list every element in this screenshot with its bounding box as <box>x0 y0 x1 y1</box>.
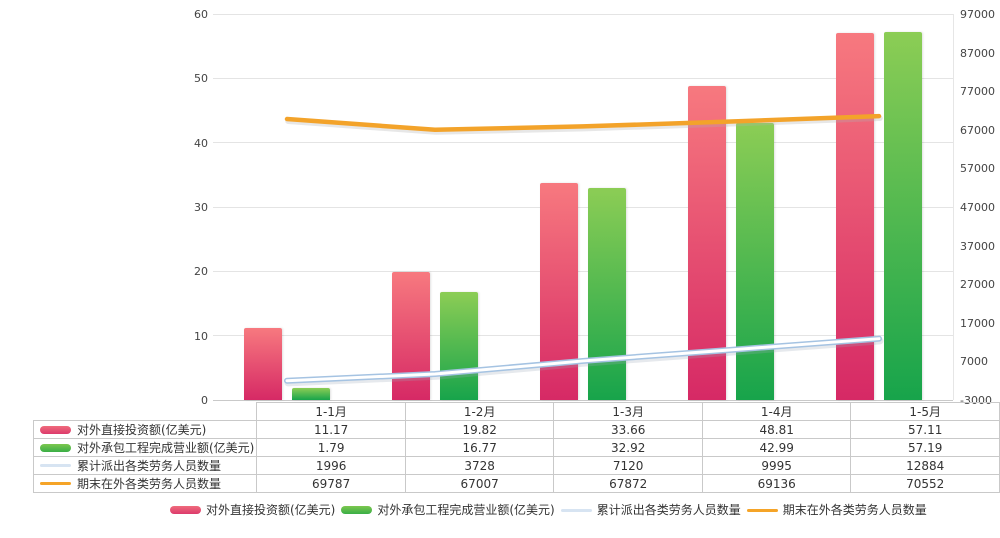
table-row: 期末在外各类劳务人员数量 69787 67007 67872 69136 70552 <box>32 474 1000 493</box>
line-blue-swatch-icon <box>560 508 592 512</box>
right-axis-tick-label: 47000 <box>960 201 995 214</box>
line-dispatched-workers-core <box>285 337 881 383</box>
bar-contract-revenue <box>588 188 626 400</box>
table-column-header: 1-2月 <box>404 402 555 421</box>
table-row: 累计派出各类劳务人员数量 1996 3728 7120 9995 12884 <box>32 456 1000 475</box>
right-axis-tick-label: 27000 <box>960 278 995 292</box>
table-value-cell: 42.99 <box>701 438 852 457</box>
table-value-cell: 67007 <box>404 474 555 493</box>
series-name: 对外直接投资额(亿美元) <box>77 423 207 437</box>
line-blue-swatch-icon <box>40 464 71 467</box>
bar-direct-investment <box>244 328 282 400</box>
gridline <box>213 142 953 144</box>
table-value-cell: 19.82 <box>404 420 555 439</box>
chart-legend: 对外直接投资额(亿美元) 对外承包工程完成营业额(亿美元) 累计派出各类劳务人员数量… <box>170 501 933 518</box>
bar-pink-swatch-icon <box>40 425 71 434</box>
bar-contract-revenue <box>292 388 330 400</box>
table-value-cell: 70552 <box>850 474 1000 493</box>
left-axis-tick-label: 50 <box>194 72 208 86</box>
table-value-cell: 1.79 <box>256 438 406 457</box>
table-value-cell: 33.66 <box>553 420 703 439</box>
table-corner-cell <box>34 403 257 421</box>
gridline <box>213 270 953 272</box>
legend-item: 累计派出各类劳务人员数量 <box>560 501 741 518</box>
line-orange-swatch-icon <box>746 508 778 512</box>
right-axis-tick-label: 97000 <box>960 8 995 21</box>
left-axis-tick-label: 0 <box>201 394 208 407</box>
gridline <box>213 206 953 208</box>
bar-contract-revenue <box>884 32 922 400</box>
legend-label: 对外承包工程完成营业额(亿美元) <box>377 503 555 517</box>
series-name: 累计派出各类劳务人员数量 <box>77 459 222 473</box>
left-axis-tick-label: 20 <box>194 265 208 279</box>
table-value-cell: 48.81 <box>701 420 852 439</box>
right-axis-tick-label: 67000 <box>960 123 995 137</box>
table-row: 对外直接投资额(亿美元) 11.17 19.82 33.66 48.81 57.11 <box>32 420 1000 439</box>
right-axis-tick-label: 87000 <box>960 46 995 60</box>
right-axis-tick-label: 37000 <box>960 239 995 253</box>
table-column-header: 1-5月 <box>850 402 1000 421</box>
bar-direct-investment <box>540 183 578 400</box>
legend-item: 对外直接投资额(亿美元) <box>170 501 335 518</box>
line-orange-swatch-icon <box>40 482 71 485</box>
legend-label: 累计派出各类劳务人员数量 <box>596 503 741 517</box>
data-table: 1-1月 1-2月 1-3月 1-4月 1-5月对外直接投资额(亿美元) 11.17 19.… <box>32 402 1000 493</box>
bar-green-swatch-icon <box>40 443 71 452</box>
table-value-cell: 57.19 <box>850 438 1000 457</box>
left-axis-tick-label: 30 <box>194 201 208 214</box>
legend-item: 期末在外各类劳务人员数量 <box>746 501 927 518</box>
table-header-row: 1-1月 1-2月 1-3月 1-4月 1-5月 <box>34 402 1000 421</box>
bar-direct-investment <box>392 272 430 400</box>
line-abroad-workers-shadow <box>285 115 883 135</box>
table-value-cell: 57.11 <box>850 420 1000 439</box>
right-axis-tick-label: 77000 <box>960 85 995 99</box>
left-axis-tick-label: 40 <box>194 136 208 150</box>
gridline <box>213 77 953 79</box>
right-axis-tick-label: 57000 <box>960 162 995 176</box>
gridline <box>213 335 953 337</box>
table-value-cell: 7120 <box>553 456 703 475</box>
series-name: 对外承包工程完成营业额(亿美元) <box>77 441 255 455</box>
table-row-label: 对外承包工程完成营业额(亿美元) <box>32 438 258 457</box>
table-value-cell: 1996 <box>256 456 406 475</box>
table-column-header: 1-1月 <box>256 402 406 421</box>
table-value-cell: 69787 <box>256 474 406 493</box>
line-dispatched-workers <box>284 335 882 384</box>
table-row-label: 期末在外各类劳务人员数量 <box>32 474 258 493</box>
right-axis-tick-label: 7000 <box>960 355 988 369</box>
series-name: 期末在外各类劳务人员数量 <box>77 477 222 491</box>
left-axis-tick-label: 60 <box>194 8 208 21</box>
table-value-cell: 12884 <box>850 456 1000 475</box>
right-axis-tick-label: 17000 <box>960 316 995 330</box>
table-value-cell: 11.17 <box>256 420 406 439</box>
bar-contract-revenue <box>440 292 478 400</box>
left-axis-tick-label: 10 <box>194 329 208 343</box>
table-value-cell: 16.77 <box>404 438 555 457</box>
legend-label: 期末在外各类劳务人员数量 <box>782 503 927 517</box>
table-value-cell: 9995 <box>701 456 852 475</box>
bar-pink-swatch-icon <box>170 506 201 514</box>
line-abroad-workers <box>284 113 882 133</box>
table-value-cell: 69136 <box>701 474 852 493</box>
table-value-cell: 3728 <box>404 456 555 475</box>
bar-green-swatch-icon <box>341 506 373 514</box>
x-axis-line <box>213 400 953 401</box>
bar-contract-revenue <box>736 123 774 400</box>
gridline <box>213 13 953 15</box>
table-column-header: 1-3月 <box>553 402 703 421</box>
table-value-cell: 32.92 <box>553 438 703 457</box>
plot-right-border <box>953 14 954 400</box>
table-row: 对外承包工程完成营业额(亿美元) 1.79 16.77 32.92 42.99 57.19 <box>32 438 1000 457</box>
legend-label: 对外直接投资额(亿美元) <box>206 503 336 517</box>
table-value-cell: 67872 <box>553 474 703 493</box>
line-dispatched-workers-shadow <box>284 337 884 387</box>
legend-item: 对外承包工程完成营业额(亿美元) <box>341 501 555 518</box>
table-column-header: 1-4月 <box>701 402 852 421</box>
table-row-label: 对外直接投资额(亿美元) <box>32 420 258 439</box>
bar-direct-investment <box>836 32 874 400</box>
bar-direct-investment <box>688 85 726 400</box>
table-row-label: 累计派出各类劳务人员数量 <box>32 456 258 475</box>
